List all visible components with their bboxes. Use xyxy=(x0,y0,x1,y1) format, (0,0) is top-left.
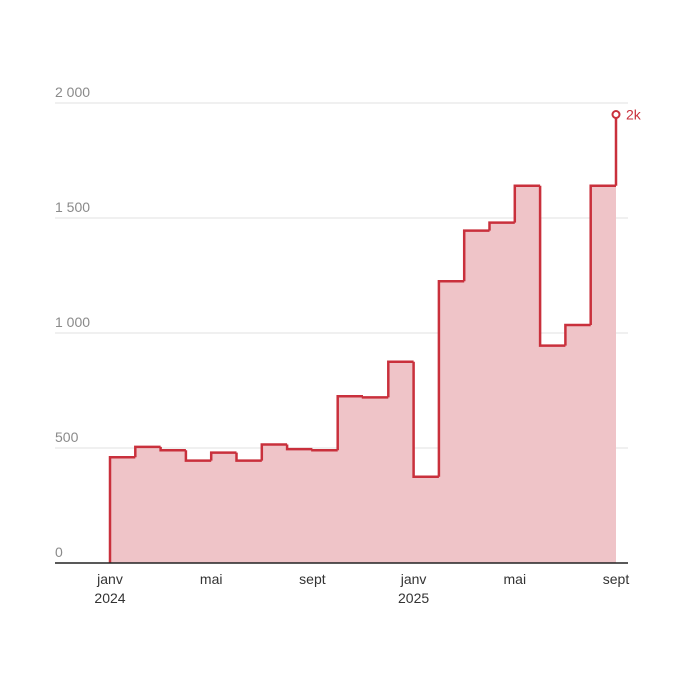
step-segment xyxy=(462,229,490,282)
end-value-label: 2k xyxy=(626,107,642,123)
step-segment xyxy=(361,396,389,399)
step-segment xyxy=(235,452,262,462)
x-tick-label: mai xyxy=(200,571,223,587)
x-tick-year: 2025 xyxy=(398,590,429,606)
step-segment xyxy=(513,184,541,223)
x-tick-label: sept xyxy=(603,571,630,587)
step-segment xyxy=(564,323,591,346)
y-axis-ticks: 0 500 1 000 1 500 2 000 xyxy=(55,84,90,560)
end-point-marker xyxy=(611,110,621,119)
y-tick-label: 0 xyxy=(55,544,63,560)
x-tick-label: sept xyxy=(299,571,326,587)
y-tick-label: 2 000 xyxy=(55,84,90,100)
step-segment xyxy=(488,221,515,231)
step-segment xyxy=(159,446,186,452)
x-tick-label: janv xyxy=(96,571,123,587)
x-tick-label: mai xyxy=(504,571,527,587)
y-tick-label: 500 xyxy=(55,429,79,445)
step-segment xyxy=(134,445,161,458)
y-tick-label: 1 500 xyxy=(55,199,90,215)
step-segment xyxy=(437,280,465,477)
x-tick-label: janv xyxy=(400,571,427,587)
data-steps xyxy=(108,114,618,563)
step-segment xyxy=(285,444,313,451)
step-segment xyxy=(387,360,414,398)
step-segment xyxy=(209,451,237,461)
step-segment xyxy=(311,449,338,452)
step-segment xyxy=(336,395,363,451)
end-marker-group: 2k xyxy=(611,107,642,123)
step-segment xyxy=(589,184,616,325)
step-segment xyxy=(412,361,439,478)
x-axis-ticks: janv 2024 mai sept janv 2025 mai sept xyxy=(94,571,629,606)
step-segment xyxy=(260,443,288,461)
step-segment xyxy=(184,450,212,462)
step-segment xyxy=(108,455,136,563)
x-tick-year: 2024 xyxy=(94,590,125,606)
step-segment xyxy=(538,185,566,347)
y-tick-label: 1 000 xyxy=(55,314,90,330)
